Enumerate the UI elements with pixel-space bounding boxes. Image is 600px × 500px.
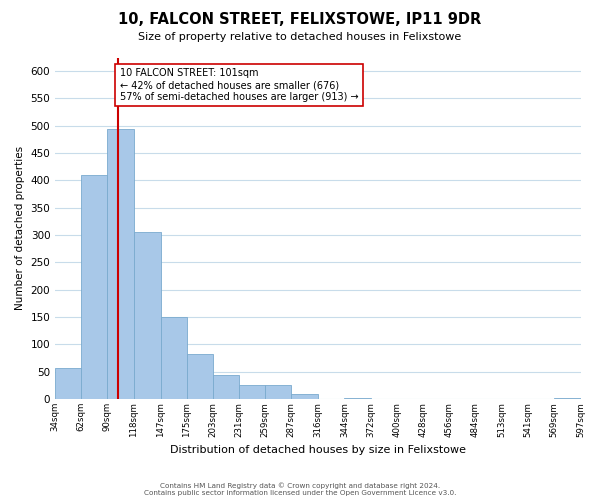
Text: 10 FALCON STREET: 101sqm
← 42% of detached houses are smaller (676)
57% of semi-: 10 FALCON STREET: 101sqm ← 42% of detach… <box>119 68 358 102</box>
X-axis label: Distribution of detached houses by size in Felixstowe: Distribution of detached houses by size … <box>170 445 466 455</box>
Text: Contains HM Land Registry data © Crown copyright and database right 2024.: Contains HM Land Registry data © Crown c… <box>160 482 440 489</box>
Bar <box>265 385 291 399</box>
Bar <box>187 354 213 399</box>
Text: Contains public sector information licensed under the Open Government Licence v3: Contains public sector information licen… <box>144 490 456 496</box>
Bar <box>291 394 318 399</box>
Bar <box>161 317 187 399</box>
Bar <box>239 385 265 399</box>
Bar <box>344 398 371 399</box>
Text: Size of property relative to detached houses in Felixstowe: Size of property relative to detached ho… <box>139 32 461 42</box>
Text: 10, FALCON STREET, FELIXSTOWE, IP11 9DR: 10, FALCON STREET, FELIXSTOWE, IP11 9DR <box>118 12 482 28</box>
Bar <box>213 375 239 399</box>
Bar <box>107 128 134 399</box>
Bar <box>81 175 107 399</box>
Y-axis label: Number of detached properties: Number of detached properties <box>15 146 25 310</box>
Bar <box>55 368 81 399</box>
Bar <box>134 232 161 399</box>
Bar <box>554 398 581 399</box>
